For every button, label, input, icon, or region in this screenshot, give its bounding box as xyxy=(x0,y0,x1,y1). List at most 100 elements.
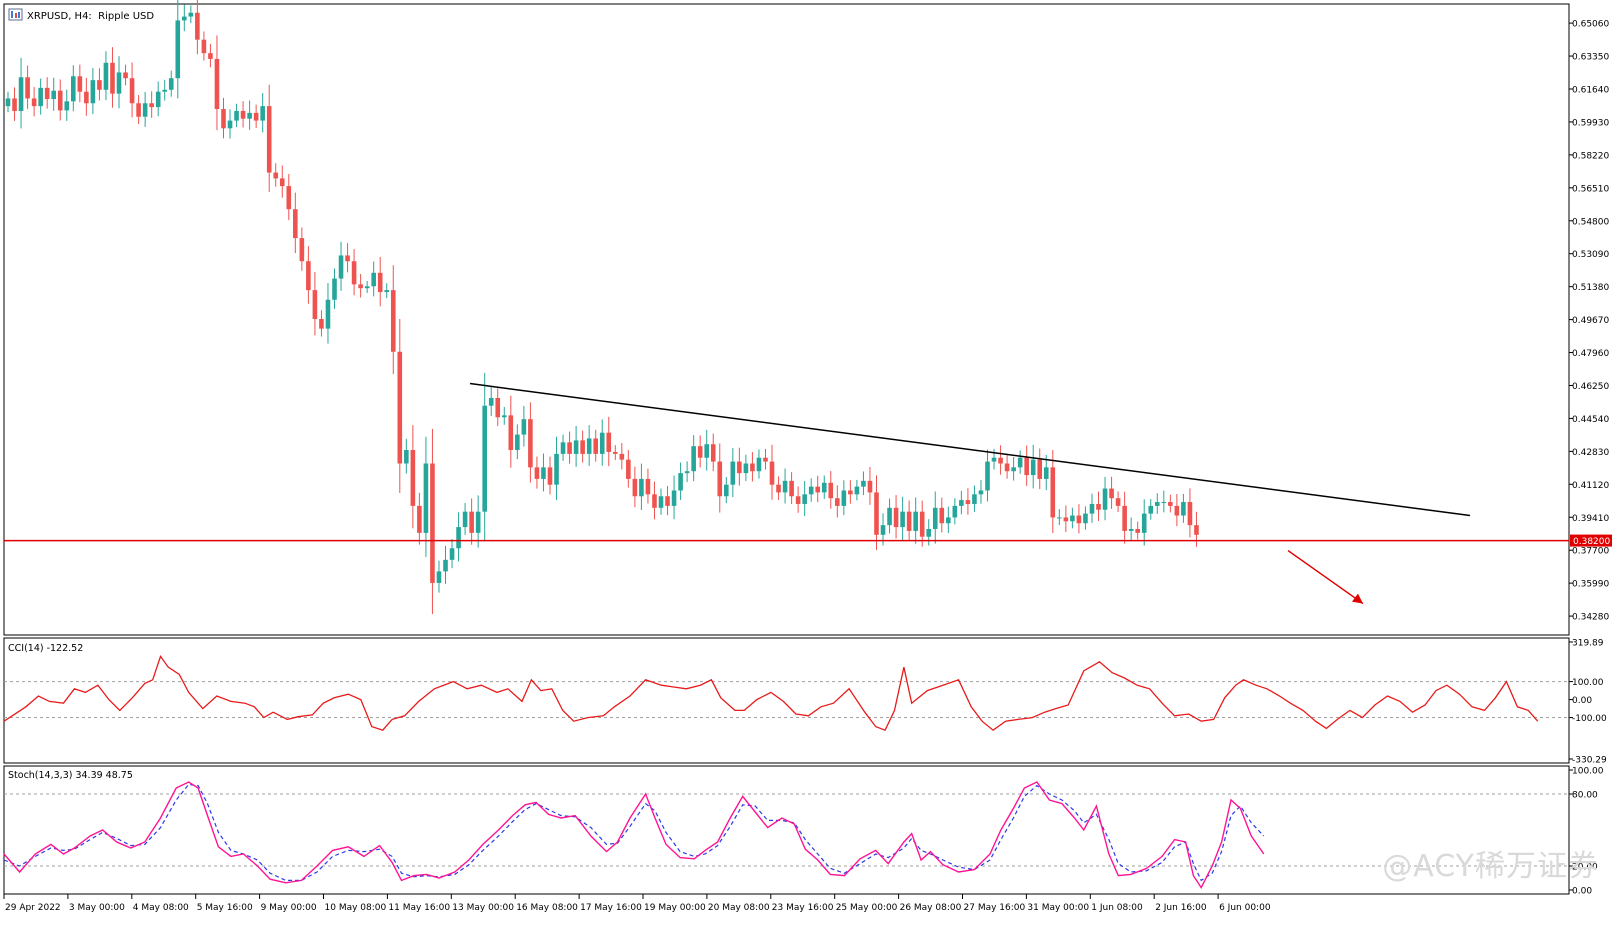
candle-body xyxy=(776,484,781,493)
candle-body xyxy=(554,453,559,485)
time-tick-label: 31 May 00:00 xyxy=(1027,903,1089,913)
candle-body xyxy=(978,490,984,495)
candle-body xyxy=(1128,529,1134,531)
candle-body xyxy=(116,72,122,94)
candle-body xyxy=(639,478,644,497)
candle-body xyxy=(893,507,899,528)
cci-tick-label: 0.00 xyxy=(1572,696,1592,706)
candle-body xyxy=(208,53,213,59)
candle-body xyxy=(802,494,807,504)
candle-body xyxy=(44,87,50,100)
candle-body xyxy=(567,442,572,454)
candle-body xyxy=(51,90,57,100)
candle-body xyxy=(795,496,801,504)
stoch-tick-label: 20.00 xyxy=(1572,863,1598,873)
candle-body xyxy=(84,91,89,104)
price-tick-label: 0.61640 xyxy=(1572,85,1609,95)
candle-body xyxy=(821,482,827,493)
time-tick-label: 6 Jun 00:00 xyxy=(1219,903,1271,913)
candle-body xyxy=(1096,503,1101,510)
price-tick-label: 0.58220 xyxy=(1572,151,1609,161)
candle-body xyxy=(1122,505,1127,531)
candle-body xyxy=(266,106,272,173)
cci-tick-label: -330.29 xyxy=(1572,756,1607,766)
price-tick-label: 0.47960 xyxy=(1572,349,1609,359)
time-tick-label: 20 May 08:00 xyxy=(708,903,770,913)
price-tick-label: 0.41120 xyxy=(1572,481,1609,491)
candle-body xyxy=(25,77,30,99)
candle-body xyxy=(240,110,246,119)
candle-body xyxy=(377,272,383,293)
candle-body xyxy=(1141,513,1147,533)
candle-body xyxy=(606,432,612,452)
price-tick-label: 0.59930 xyxy=(1572,118,1609,128)
candle-body xyxy=(586,438,592,454)
chart-title: XRPUSD, H4: Ripple USD xyxy=(27,11,154,22)
price-tick-label: 0.56510 xyxy=(1572,184,1609,194)
candle-body xyxy=(351,261,357,285)
candle-body xyxy=(306,261,311,291)
price-tick-label: 0.65060 xyxy=(1572,20,1609,30)
candle-body xyxy=(410,450,416,506)
stoch-panel[interactable] xyxy=(3,765,1570,895)
price-tick-label: 0.54800 xyxy=(1572,217,1609,227)
time-tick-label: 29 Apr 2022 xyxy=(5,903,61,913)
candle-body xyxy=(932,507,938,530)
candle-body xyxy=(195,12,200,40)
candle-body xyxy=(626,459,631,479)
stoch-tick-label: 80.00 xyxy=(1572,791,1598,801)
candle-body xyxy=(260,106,265,121)
cci-panel[interactable] xyxy=(3,637,1570,764)
candle-body xyxy=(358,284,363,289)
candle-body xyxy=(521,419,527,435)
candle-body xyxy=(390,290,396,352)
candle-body xyxy=(815,486,821,493)
candle-body xyxy=(991,457,997,462)
candle-body xyxy=(665,496,670,506)
cci-line xyxy=(3,654,1539,732)
candle-body xyxy=(835,498,840,506)
candle-body xyxy=(1148,505,1154,514)
candle-body xyxy=(972,494,977,504)
candle-body xyxy=(580,440,585,454)
candle-body xyxy=(319,319,324,329)
down-arrow xyxy=(1287,549,1364,605)
candle-body xyxy=(789,480,794,497)
candle-body xyxy=(1057,517,1062,519)
candle-body xyxy=(1174,505,1180,516)
candle-body xyxy=(201,39,207,54)
candle-body xyxy=(965,500,971,504)
time-tick-label: 16 May 08:00 xyxy=(516,903,578,913)
price-tick-label: 0.63350 xyxy=(1572,53,1609,63)
candle-body xyxy=(38,87,43,107)
candle-body xyxy=(1024,457,1029,476)
candle-body xyxy=(149,103,154,108)
candle-body xyxy=(423,463,429,533)
candle-body xyxy=(887,507,892,526)
time-tick-label: 2 Jun 16:00 xyxy=(1155,903,1207,913)
price-tick-label: 0.35990 xyxy=(1572,580,1609,590)
candle-body xyxy=(808,486,814,495)
candle-body xyxy=(750,463,755,472)
candle-body xyxy=(1115,498,1121,506)
candle-body xyxy=(1187,502,1193,526)
candle-body xyxy=(678,473,683,491)
candle-body xyxy=(5,98,11,107)
candle-body xyxy=(142,103,148,117)
candle-body xyxy=(684,471,690,474)
candle-body xyxy=(1063,517,1069,522)
candle-body xyxy=(397,351,403,464)
candle-body xyxy=(671,490,677,506)
price-tick-label: 0.49670 xyxy=(1572,316,1609,326)
candle-body xyxy=(1181,502,1186,516)
candle-body xyxy=(417,505,422,533)
candle-body xyxy=(221,109,226,129)
candle-body xyxy=(782,480,788,493)
candle-body xyxy=(737,461,742,474)
candle-body xyxy=(501,415,507,418)
candle-body xyxy=(168,78,174,90)
candle-body xyxy=(253,112,259,121)
candle-body xyxy=(338,255,344,279)
price-tick-label: 0.42830 xyxy=(1572,448,1609,458)
